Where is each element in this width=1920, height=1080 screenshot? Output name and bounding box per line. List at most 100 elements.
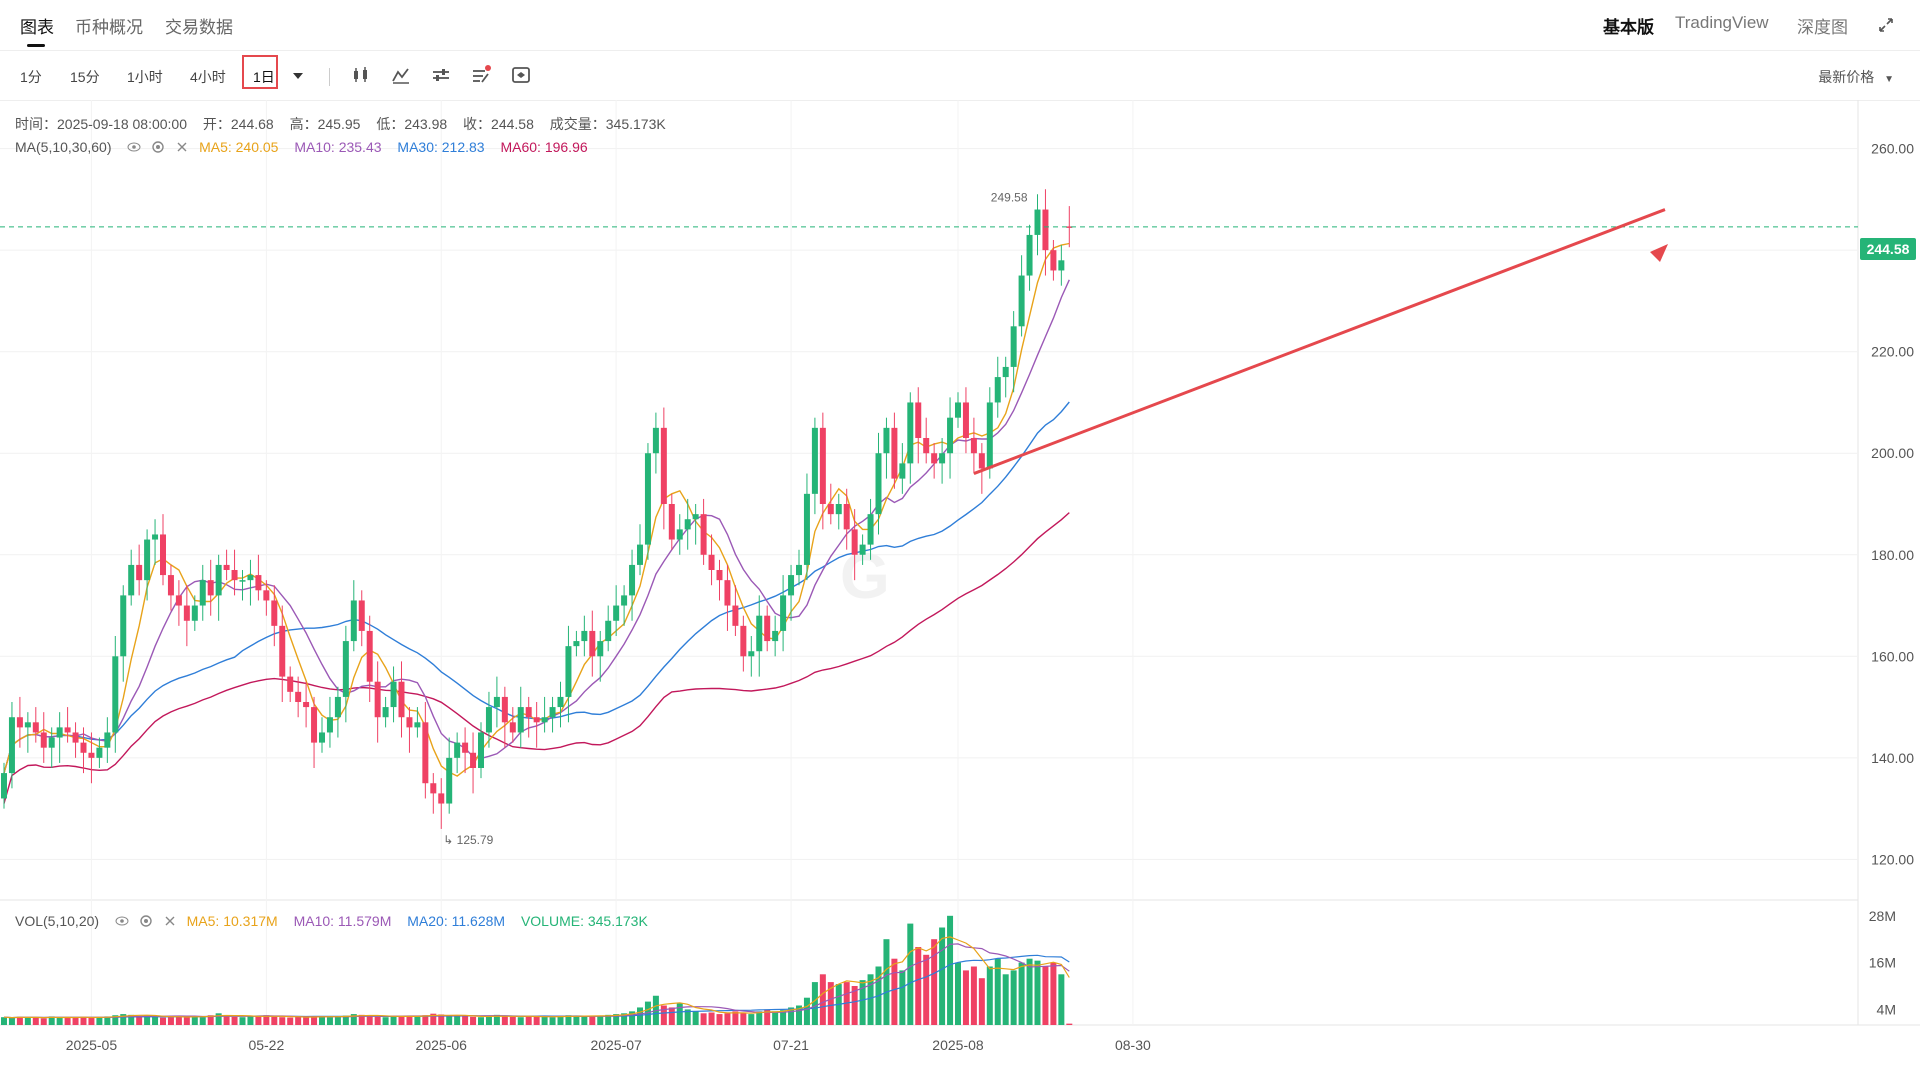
candle-body xyxy=(48,737,55,748)
volume-bar xyxy=(851,986,858,1025)
close-icon[interactable] xyxy=(175,140,189,154)
gear-icon[interactable] xyxy=(139,914,153,928)
caret-down-icon: ▼ xyxy=(1884,74,1894,85)
eye-icon[interactable] xyxy=(115,914,129,928)
candle-body xyxy=(652,427,659,454)
volume-bar xyxy=(883,939,890,1025)
fullscreen-icon[interactable] xyxy=(1877,16,1895,34)
volume-bar xyxy=(183,1016,190,1025)
candle-body xyxy=(899,463,906,479)
candle-body xyxy=(621,595,628,606)
candle-body xyxy=(573,641,580,647)
candle-body xyxy=(740,625,747,657)
drawing-tools-icon[interactable] xyxy=(470,64,492,86)
candle-body xyxy=(557,696,564,708)
close-icon[interactable] xyxy=(163,914,177,928)
candle-body xyxy=(334,696,341,718)
volume-bar xyxy=(128,1014,135,1025)
volume-bar xyxy=(613,1014,620,1025)
candle-body xyxy=(501,696,508,723)
volume-bar xyxy=(485,1016,492,1025)
eye-icon[interactable] xyxy=(127,140,141,154)
price-type-select[interactable]: 最新价格 ▼ xyxy=(1818,67,1894,87)
volume-bar xyxy=(247,1016,254,1025)
candle-body xyxy=(136,564,143,581)
last-price-tag: 244.58 xyxy=(1860,238,1916,260)
candle-body xyxy=(780,595,787,631)
tab-chart[interactable]: 图表 xyxy=(20,18,54,37)
volume-bar xyxy=(803,997,810,1025)
volume-bar xyxy=(160,1017,166,1025)
candle-body xyxy=(565,646,572,697)
candle-body xyxy=(120,595,127,657)
candle-body xyxy=(891,427,898,479)
active-tab-indicator xyxy=(27,44,45,47)
volume-bar xyxy=(223,1015,230,1025)
candle-body xyxy=(549,707,556,718)
volume-bar xyxy=(923,954,930,1025)
candle-body xyxy=(438,793,445,804)
volume-bar xyxy=(700,1013,707,1025)
view-basic[interactable]: 基本版 xyxy=(1603,18,1654,37)
ohlc-close: 收：244.58 xyxy=(463,116,534,132)
candlestick-type-icon[interactable] xyxy=(350,64,372,86)
volume-bar xyxy=(1026,958,1033,1025)
candle-body xyxy=(112,656,119,733)
volume-bar xyxy=(398,1015,405,1025)
candle-body xyxy=(748,651,755,657)
candle-body xyxy=(326,717,333,733)
volume-bar xyxy=(978,978,985,1025)
candle-body xyxy=(970,438,977,454)
volume-bar xyxy=(565,1015,572,1025)
view-tradingview[interactable]: TradingView xyxy=(1675,13,1769,32)
candle-body xyxy=(732,605,739,626)
candle-body xyxy=(955,402,961,418)
timeframe-1m[interactable]: 1分 xyxy=(20,69,42,85)
volume-bar xyxy=(350,1014,357,1025)
settings-sliders-icon[interactable] xyxy=(430,64,452,86)
tab-trade-data[interactable]: 交易数据 xyxy=(165,18,233,37)
volume-bar xyxy=(271,1016,278,1025)
volume-bar xyxy=(303,1017,310,1025)
volume-bar xyxy=(56,1017,63,1025)
volume-bar xyxy=(326,1017,333,1025)
candle-body xyxy=(867,514,874,545)
candle-body xyxy=(80,742,87,753)
candle-body xyxy=(24,722,31,728)
candle-body xyxy=(96,747,103,758)
reset-icon[interactable] xyxy=(510,64,532,86)
candle-body xyxy=(788,575,795,596)
timeframe-15m[interactable]: 15分 xyxy=(70,69,100,85)
candle-body xyxy=(430,783,437,794)
chevron-down-icon[interactable] xyxy=(292,71,304,81)
volume-bar xyxy=(382,1017,389,1025)
volume-bar xyxy=(319,1016,325,1025)
vol-ma20-value: MA20: 11.628M xyxy=(407,913,506,929)
candle-body xyxy=(581,630,588,642)
view-depth[interactable]: 深度图 xyxy=(1797,18,1848,37)
time-tick-label: 07-21 xyxy=(773,1037,809,1053)
candle-body xyxy=(1042,209,1049,251)
candle-body xyxy=(1010,326,1017,367)
volume-bar xyxy=(175,1016,182,1025)
gear-icon[interactable] xyxy=(151,140,165,154)
candle-body xyxy=(152,534,159,540)
volume-bar xyxy=(708,1012,715,1025)
timeframe-1d[interactable]: 1日 xyxy=(253,69,275,85)
candle-body xyxy=(422,722,429,784)
volume-bar xyxy=(955,962,961,1025)
price-type-label: 最新价格 xyxy=(1818,69,1875,85)
volume-tick-label: 28M xyxy=(1869,908,1896,924)
tab-overview[interactable]: 币种概况 xyxy=(75,18,143,37)
timeframe-4h[interactable]: 4小时 xyxy=(190,69,226,85)
timeframe-1h[interactable]: 1小时 xyxy=(127,69,163,85)
indicator-icon[interactable] xyxy=(390,64,412,86)
volume-bar xyxy=(199,1017,206,1025)
ohlc-time: 时间：2025-09-18 08:00:00 xyxy=(15,116,187,132)
price-tick-label: 120.00 xyxy=(1871,851,1914,867)
candle-body xyxy=(962,402,969,438)
volume-bar xyxy=(589,1016,596,1025)
candle-body xyxy=(175,595,182,606)
volume-bar xyxy=(279,1017,286,1025)
